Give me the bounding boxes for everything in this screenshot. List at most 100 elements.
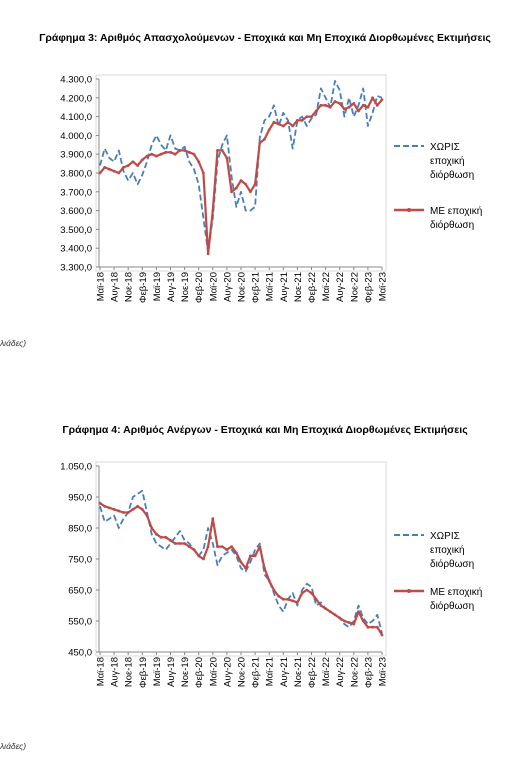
legend-label: διόρθωση <box>430 169 474 181</box>
data-point <box>272 120 276 124</box>
y-tick-label: 3.600,0 <box>60 206 92 217</box>
data-point <box>159 535 163 539</box>
x-tick-label: Μαϊ-18 <box>96 272 107 301</box>
data-point <box>164 535 168 539</box>
data-point <box>305 115 309 118</box>
data-point <box>286 120 290 124</box>
data-point <box>300 591 304 595</box>
legend-label: διόρθωση <box>430 219 474 231</box>
x-tick-label: Μαϊ-21 <box>265 657 276 686</box>
x-tick-label: Αυγ-19 <box>166 657 177 687</box>
data-point <box>375 625 379 629</box>
x-tick-label: Φεβ-23 <box>363 657 374 688</box>
x-tick-label: Μαϊ-20 <box>208 657 219 686</box>
y-tick-label: 4.100,0 <box>60 112 92 123</box>
data-point <box>173 542 177 545</box>
data-point <box>169 539 172 542</box>
data-point <box>145 154 149 158</box>
y-tick-label: 550,0 <box>68 617 92 628</box>
data-point <box>361 103 365 107</box>
data-point <box>117 509 121 513</box>
data-point <box>164 150 168 154</box>
x-tick-label: Νοε-19 <box>180 657 191 687</box>
data-point <box>206 545 210 548</box>
data-point <box>319 103 323 107</box>
data-point <box>310 591 313 595</box>
data-point <box>253 554 257 558</box>
legend-label: εποχική <box>430 544 465 556</box>
data-point <box>112 169 116 173</box>
data-point <box>197 160 201 164</box>
data-point <box>183 149 187 152</box>
data-point <box>126 164 130 167</box>
data-point <box>197 554 201 558</box>
data-point <box>343 107 346 111</box>
data-point <box>239 179 243 182</box>
y-tick-label: 4.200,0 <box>60 93 92 104</box>
data-point <box>328 610 332 614</box>
legend-label: διόρθωση <box>430 600 474 612</box>
data-point <box>187 150 191 154</box>
data-point <box>155 154 158 158</box>
data-point <box>258 545 262 548</box>
data-point <box>178 542 182 545</box>
data-point <box>220 149 224 152</box>
data-point <box>103 504 107 508</box>
data-point <box>380 633 384 637</box>
data-point <box>352 102 356 105</box>
plot-area <box>95 461 387 657</box>
data-point <box>202 557 205 561</box>
data-point <box>98 171 102 175</box>
y-tick-label: 450,0 <box>68 648 92 659</box>
data-point <box>357 109 360 113</box>
data-point <box>357 610 360 614</box>
data-point <box>220 545 224 548</box>
data-point <box>187 545 191 548</box>
data-point <box>169 150 172 154</box>
data-point <box>244 182 248 186</box>
data-point <box>267 128 271 132</box>
y-tick-label: 3.700,0 <box>60 187 92 198</box>
x-tick-label: Νοε-22 <box>349 657 360 687</box>
data-point <box>239 560 243 564</box>
data-point <box>140 158 144 162</box>
data-point <box>272 588 276 592</box>
data-point <box>112 508 116 511</box>
data-point <box>249 190 252 194</box>
y-tick-label: 750,0 <box>68 555 92 566</box>
data-point <box>173 152 177 156</box>
data-point <box>380 98 384 102</box>
data-point <box>291 599 295 603</box>
data-point <box>371 96 374 100</box>
data-point <box>206 252 210 256</box>
data-point <box>333 100 337 103</box>
x-tick-label: Μαϊ-18 <box>96 657 107 686</box>
data-point <box>244 566 248 570</box>
data-point <box>338 616 342 620</box>
x-tick-label: Αυγ-22 <box>335 272 346 302</box>
x-tick-label: Φεβ-19 <box>138 272 149 303</box>
x-tick-label: Νοε-18 <box>124 272 135 302</box>
data-point <box>328 105 332 109</box>
x-tick-label: Αυγ-18 <box>110 657 121 687</box>
data-point <box>338 102 342 105</box>
chart-4-unemployed: 1.050,0 950,0 850,0 750,0 650,0 550,0 450,0 Μαϊ… <box>60 461 482 688</box>
data-point <box>263 566 266 570</box>
data-point <box>126 511 130 514</box>
data-point <box>375 103 379 107</box>
data-point <box>108 506 111 510</box>
x-tick-label: Μαϊ-23 <box>378 657 389 686</box>
chart-4-note: λιάδες) <box>0 741 27 751</box>
data-point <box>310 115 313 118</box>
x-tick-label: Νοε-22 <box>349 272 360 302</box>
data-point <box>324 607 327 610</box>
legend-label: ΧΩΡΙΣ <box>430 531 460 542</box>
data-point <box>136 164 140 167</box>
y-tick-label: 950,0 <box>68 493 92 504</box>
x-tick-label: Φεβ-19 <box>138 657 149 688</box>
x-tick-label: Αυγ-21 <box>279 657 290 687</box>
data-point <box>277 594 280 598</box>
y-tick-label: 1.050,0 <box>60 462 92 473</box>
data-point <box>98 501 102 505</box>
data-point <box>352 622 356 626</box>
